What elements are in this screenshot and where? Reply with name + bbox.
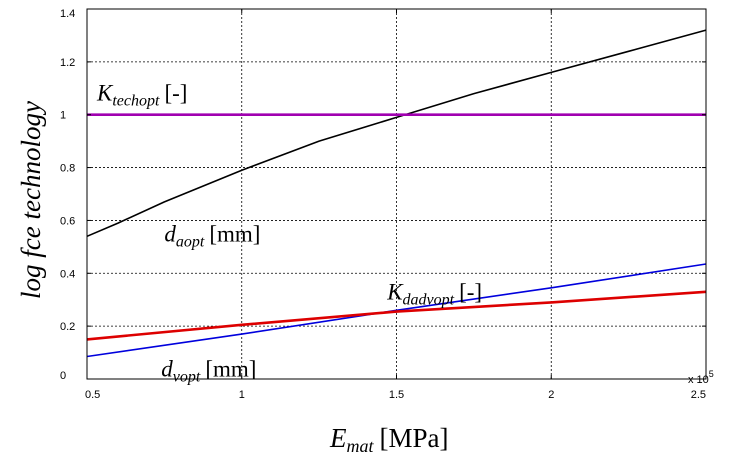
annotation-subscript: vopt — [173, 368, 201, 385]
x-tick-label: 2 — [548, 389, 554, 401]
y-tick-label: 1.4 — [60, 8, 75, 20]
annotation-label: dvopt [mm] — [161, 356, 256, 385]
x-tick-label: 1 — [239, 389, 245, 401]
annotation-symbol: K — [386, 280, 404, 305]
x-multiplier-exponent: 5 — [709, 369, 714, 379]
x-axis-symbol: E — [329, 423, 347, 453]
annotation-subscript: aopt — [176, 234, 205, 251]
annotations: Ktechopt [-]daopt [mm]Kdadvopt [-]dvopt [mm] — [96, 81, 482, 386]
annotation-symbol: K — [96, 81, 114, 106]
y-tick-label: 0.2 — [60, 321, 75, 333]
y-axis-label: log fce technology — [16, 101, 46, 299]
x-axis-label: Emat [MPa] — [329, 423, 449, 456]
y-tick-label: 1.2 — [60, 57, 75, 69]
x-tick-label: 1.5 — [389, 389, 404, 401]
series-line-3 — [86, 290, 707, 341]
x-multiplier-label: x 105 — [688, 369, 714, 386]
x-tick-label: 0.5 — [85, 389, 100, 401]
annotation-subscript: dadvopt — [403, 292, 455, 309]
annotation-unit: [mm] — [205, 356, 256, 381]
annotation-label: Ktechopt [-] — [96, 81, 187, 110]
y-tick-label: 0.6 — [60, 215, 75, 227]
y-tick-label: 0.8 — [60, 163, 75, 175]
grid-lines — [87, 9, 706, 379]
annotation-unit: [mm] — [209, 222, 260, 247]
annotation-symbol: d — [164, 222, 176, 247]
x-tick-label: 2.5 — [691, 389, 706, 401]
tick-labels: 0.5 1 1.5 2 2.5 0 0.2 0.4 0.6 0.8 1 1.2 1.4 — [60, 8, 707, 401]
y-tick-label: 0 — [60, 370, 66, 382]
annotation-label: Kdadvopt [-] — [386, 280, 482, 309]
series-lines — [86, 29, 707, 358]
annotation-unit: [-] — [459, 280, 482, 305]
annotation-subscript: techopt — [112, 93, 160, 110]
y-tick-label: 1 — [60, 110, 66, 122]
x-axis-subscript: mat — [347, 436, 375, 456]
annotation-unit: [-] — [164, 81, 187, 106]
series-line-0 — [86, 29, 707, 238]
annotation-symbol: d — [161, 356, 173, 381]
annotation-label: daopt [mm] — [164, 222, 260, 251]
x-axis-unit: [MPa] — [380, 423, 449, 453]
y-tick-label: 0.4 — [60, 268, 75, 280]
